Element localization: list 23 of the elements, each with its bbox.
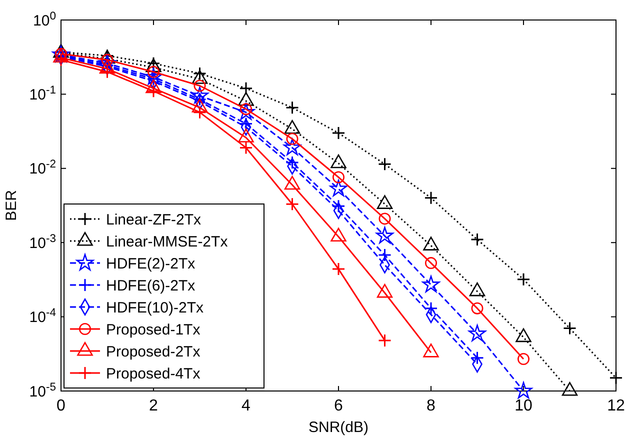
legend-label: HDFE(2)-2Tx xyxy=(106,255,196,272)
x-tick-label: 10 xyxy=(514,397,532,414)
legend-label: Proposed-1Tx xyxy=(106,321,201,338)
legend-label: Proposed-2Tx xyxy=(106,343,201,360)
x-tick-label: 4 xyxy=(242,397,251,414)
x-tick-label: 8 xyxy=(426,397,436,414)
x-tick-label: 6 xyxy=(334,397,344,414)
y-tick-label: 10$^{-5}$ xyxy=(29,381,56,400)
x-tick-label: 2 xyxy=(149,397,158,414)
legend-label: HDFE(6)-2Tx xyxy=(106,277,196,294)
y-tick-label: 10$^{-4}$ xyxy=(29,307,56,326)
legend-label: Linear-MMSE-2Tx xyxy=(106,233,228,250)
y-tick-label: 10$^{-3}$ xyxy=(29,232,56,252)
y-axis-title: BER xyxy=(3,190,20,221)
x-tick-label: 12 xyxy=(607,397,625,414)
y-tick-label: 10$^{0}$ xyxy=(33,10,56,30)
x-tick-label: 0 xyxy=(56,397,66,414)
y-tick-label: 10$^{-1}$ xyxy=(29,84,56,104)
x-axis-title: SNR(dB) xyxy=(308,419,369,436)
y-tick-label: 10$^{-2}$ xyxy=(29,158,56,178)
legend-label: Proposed-4Tx xyxy=(106,365,201,382)
legend-label: Linear-ZF-2Tx xyxy=(106,211,202,228)
legend-label: HDFE(10)-2Tx xyxy=(106,299,204,316)
